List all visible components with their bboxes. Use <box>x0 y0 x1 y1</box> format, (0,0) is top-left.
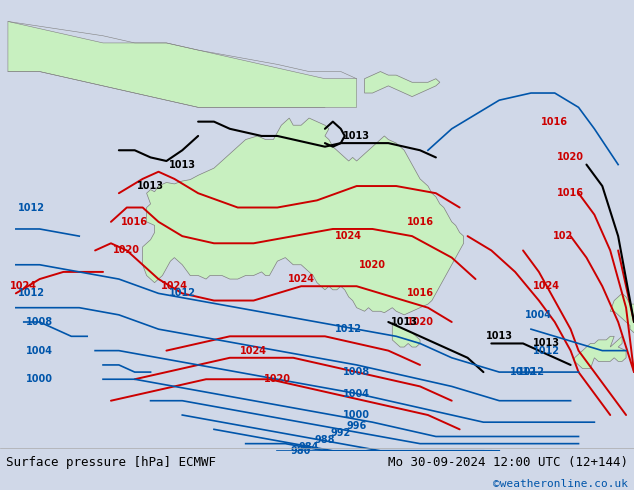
Text: 980: 980 <box>291 446 311 456</box>
Text: 102: 102 <box>553 231 573 241</box>
Text: 1004: 1004 <box>526 310 552 320</box>
Text: 1012: 1012 <box>335 324 362 334</box>
Text: 1013: 1013 <box>169 160 196 170</box>
Polygon shape <box>392 322 420 347</box>
Text: 1024: 1024 <box>335 231 362 241</box>
Polygon shape <box>8 22 356 107</box>
Polygon shape <box>611 294 634 333</box>
Text: ©weatheronline.co.uk: ©weatheronline.co.uk <box>493 479 628 489</box>
Text: 1012: 1012 <box>18 289 45 298</box>
Text: 1020: 1020 <box>264 374 291 384</box>
Text: 1000: 1000 <box>343 410 370 420</box>
Text: 1012: 1012 <box>533 345 560 356</box>
Text: 1013: 1013 <box>343 131 370 141</box>
Text: 1008: 1008 <box>343 367 370 377</box>
Text: 1016: 1016 <box>557 188 584 198</box>
Text: 1016: 1016 <box>121 217 148 227</box>
Text: 1013: 1013 <box>137 181 164 191</box>
Text: 996: 996 <box>347 421 366 431</box>
Text: 1012: 1012 <box>18 202 45 213</box>
Text: 1016: 1016 <box>541 117 568 126</box>
Text: 1020: 1020 <box>406 317 434 327</box>
Text: 1012: 1012 <box>517 367 545 377</box>
Text: 1024: 1024 <box>240 345 267 356</box>
Text: 1013: 1013 <box>486 331 513 342</box>
Text: 984: 984 <box>299 442 320 452</box>
Polygon shape <box>365 72 440 97</box>
Text: 1004: 1004 <box>343 389 370 398</box>
Text: 1024: 1024 <box>10 281 37 291</box>
Text: 1004: 1004 <box>26 345 53 356</box>
Text: 1016: 1016 <box>406 217 434 227</box>
Text: 1016: 1016 <box>406 289 434 298</box>
Text: Surface pressure [hPa] ECMWF: Surface pressure [hPa] ECMWF <box>6 456 216 469</box>
Text: 1013: 1013 <box>533 339 560 348</box>
Polygon shape <box>574 336 626 368</box>
Text: 1020: 1020 <box>557 152 584 162</box>
Text: 1012: 1012 <box>510 367 536 377</box>
Polygon shape <box>143 118 463 315</box>
Text: 1024: 1024 <box>533 281 560 291</box>
Text: 1012: 1012 <box>169 289 196 298</box>
Text: 1008: 1008 <box>26 317 53 327</box>
Text: 1020: 1020 <box>113 245 140 255</box>
Text: 1024: 1024 <box>288 274 314 284</box>
Text: 1000: 1000 <box>26 374 53 384</box>
Text: 992: 992 <box>331 428 351 438</box>
Text: 988: 988 <box>314 435 335 445</box>
Text: 1013: 1013 <box>391 317 418 327</box>
Text: Mo 30-09-2024 12:00 UTC (12+144): Mo 30-09-2024 12:00 UTC (12+144) <box>387 456 628 469</box>
Text: 1024: 1024 <box>161 281 188 291</box>
Text: 1020: 1020 <box>359 260 386 270</box>
